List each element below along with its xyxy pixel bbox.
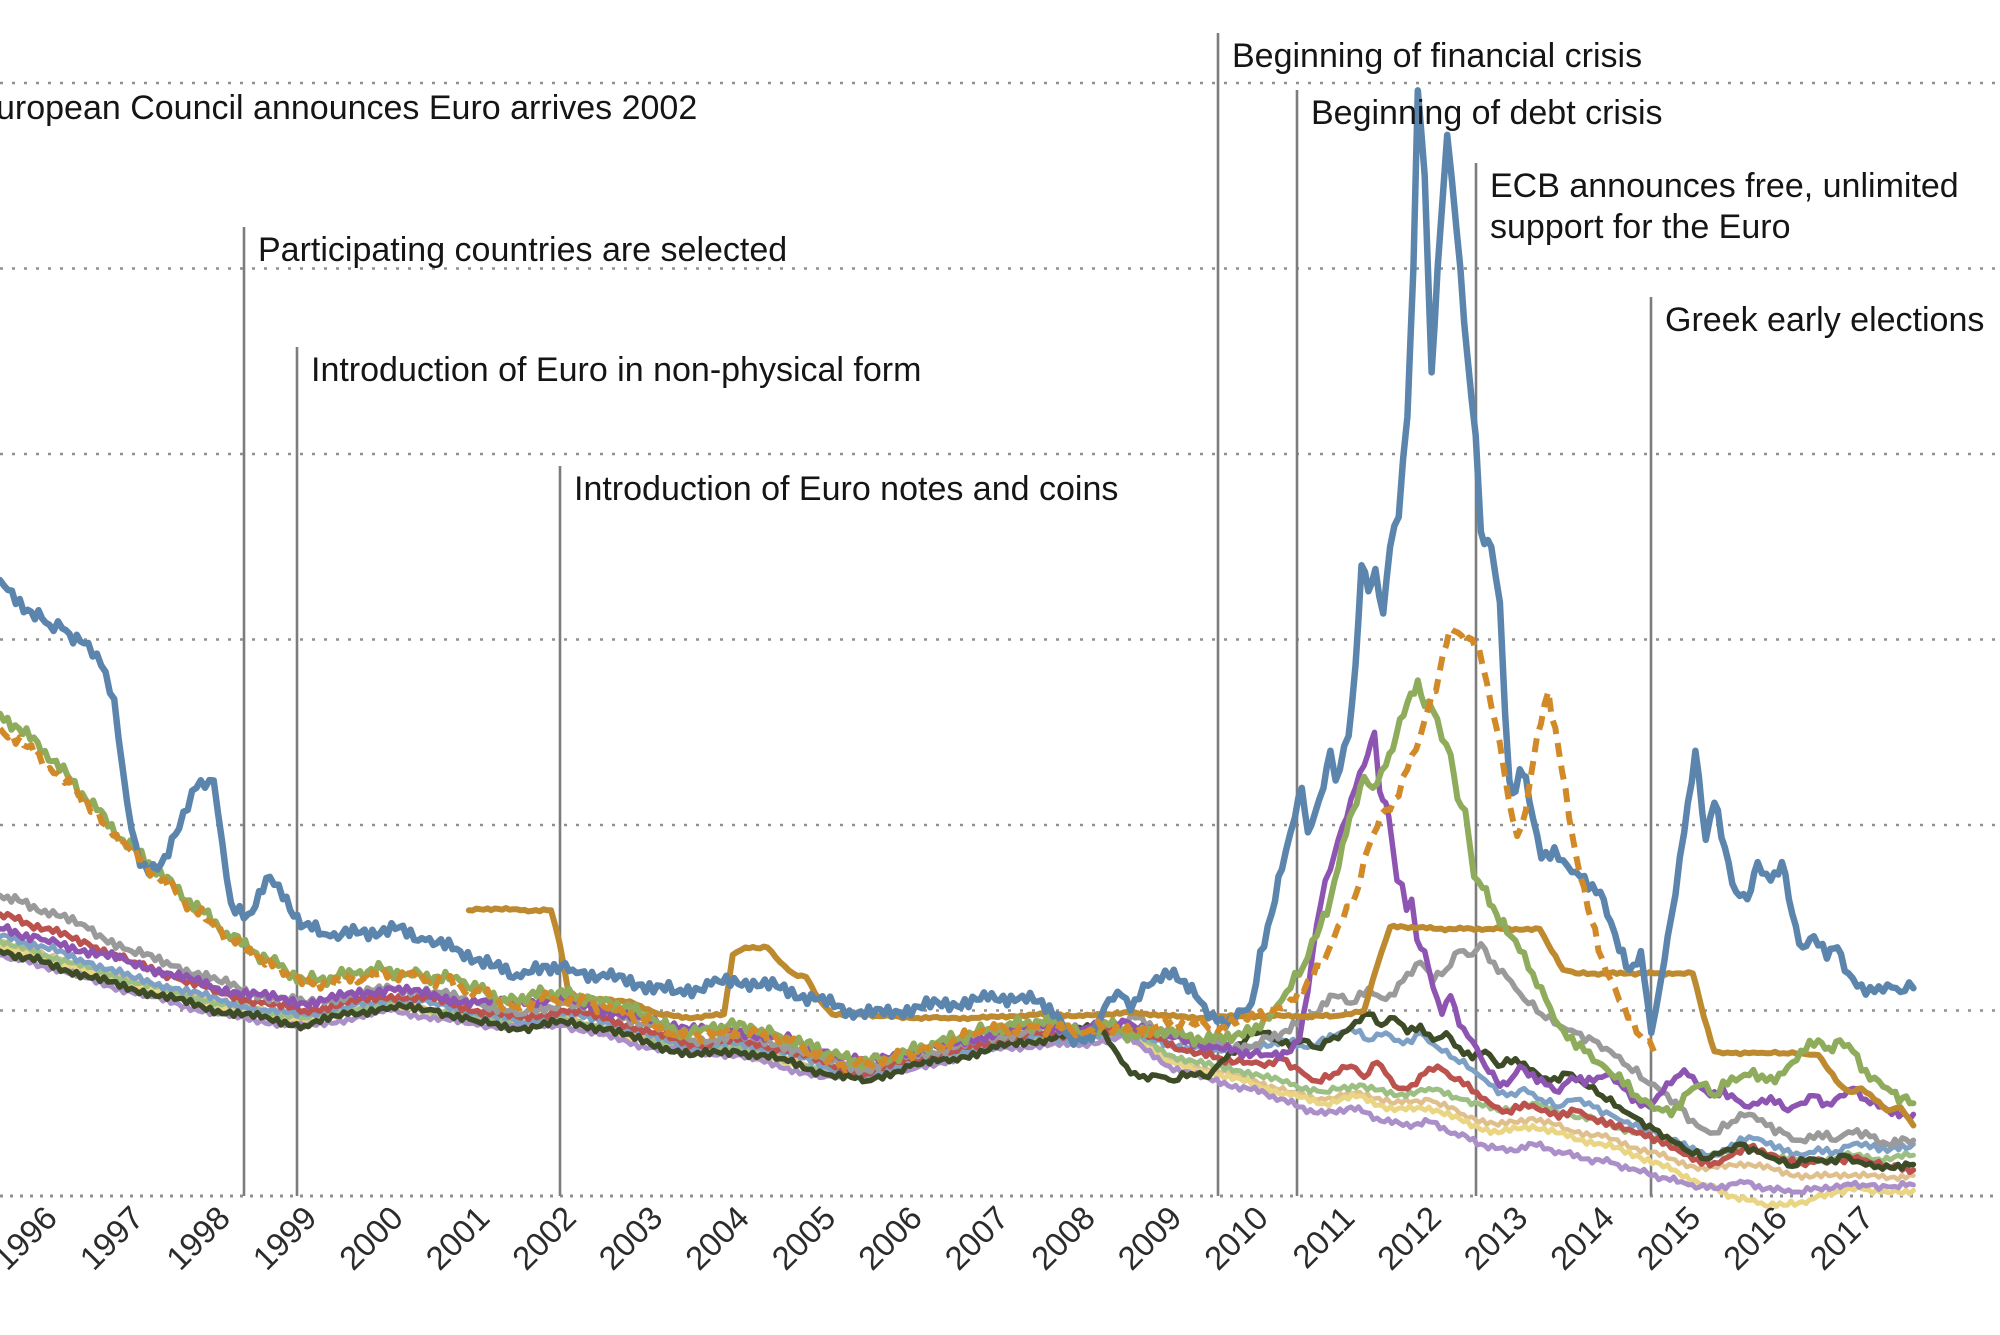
- series-dark-green: [0, 948, 1917, 1172]
- x-axis-label-2010: 2010: [1197, 1199, 1275, 1277]
- annotation-debt-crisis: Beginning of debt crisis: [1311, 93, 1663, 134]
- x-axis-label-1996: 1996: [0, 1199, 64, 1277]
- x-axis-label-2008: 2008: [1024, 1199, 1102, 1277]
- x-axis-label-2000: 2000: [332, 1199, 410, 1277]
- series-lavender: [0, 952, 1916, 1196]
- annotation-greek-elections: Greek early elections: [1665, 300, 1984, 341]
- x-axis-label-2017: 2017: [1802, 1199, 1880, 1277]
- x-axis-label-2012: 2012: [1370, 1199, 1448, 1277]
- annotation-euro-non-physical: Introduction of Euro in non-physical for…: [311, 350, 921, 391]
- x-axis-label-1997: 1997: [72, 1199, 150, 1277]
- series-blue: [0, 87, 1917, 1048]
- annotation-text: ECB announces free, unlimited: [1490, 167, 1959, 205]
- annotation-euro-notes-coins: Introduction of Euro notes and coins: [574, 469, 1118, 510]
- x-axis-label-2011: 2011: [1285, 1199, 1361, 1275]
- x-axis-label-2016: 2016: [1716, 1199, 1794, 1277]
- x-axis-label-2009: 2009: [1110, 1199, 1188, 1277]
- x-axis-label-2003: 2003: [591, 1199, 669, 1277]
- x-axis-label-2015: 2015: [1629, 1199, 1707, 1277]
- x-axis-label-2004: 2004: [678, 1199, 756, 1277]
- x-axis-label-1998: 1998: [159, 1199, 237, 1277]
- x-axis-label-2006: 2006: [851, 1199, 929, 1277]
- annotation-ecb-support: ECB announces free, unlimited support fo…: [1490, 166, 1959, 248]
- annotation-euro-announcement: uropean Council announces Euro arrives 2…: [0, 88, 697, 129]
- annotation-text: support for the Euro: [1490, 208, 1791, 246]
- x-axis-label-2005: 2005: [764, 1199, 842, 1277]
- annotation-text: Introduction of Euro in non-physical for…: [311, 351, 922, 389]
- series-orange-dashed: [0, 625, 1657, 1074]
- annotation-text: uropean Council announces Euro arrives 2…: [0, 89, 698, 127]
- annotation-text: Beginning of financial crisis: [1232, 37, 1643, 75]
- x-axis-label-2014: 2014: [1543, 1199, 1621, 1277]
- x-axis-label-2001: 2001: [418, 1199, 496, 1277]
- annotation-financial-crisis: Beginning of financial crisis: [1232, 36, 1642, 77]
- x-axis-label-2013: 2013: [1456, 1199, 1534, 1277]
- x-axis-label-2007: 2007: [937, 1199, 1015, 1277]
- x-axis-label-1999: 1999: [245, 1199, 323, 1277]
- x-axis-label-2002: 2002: [505, 1199, 583, 1277]
- annotation-countries-selected: Participating countries are selected: [258, 230, 787, 271]
- annotation-text: Introduction of Euro notes and coins: [574, 470, 1119, 508]
- annotation-text: Participating countries are selected: [258, 231, 788, 269]
- series-gold: [465, 905, 1917, 1129]
- annotation-text: Beginning of debt crisis: [1311, 94, 1663, 132]
- annotation-text: Greek early elections: [1665, 301, 1985, 339]
